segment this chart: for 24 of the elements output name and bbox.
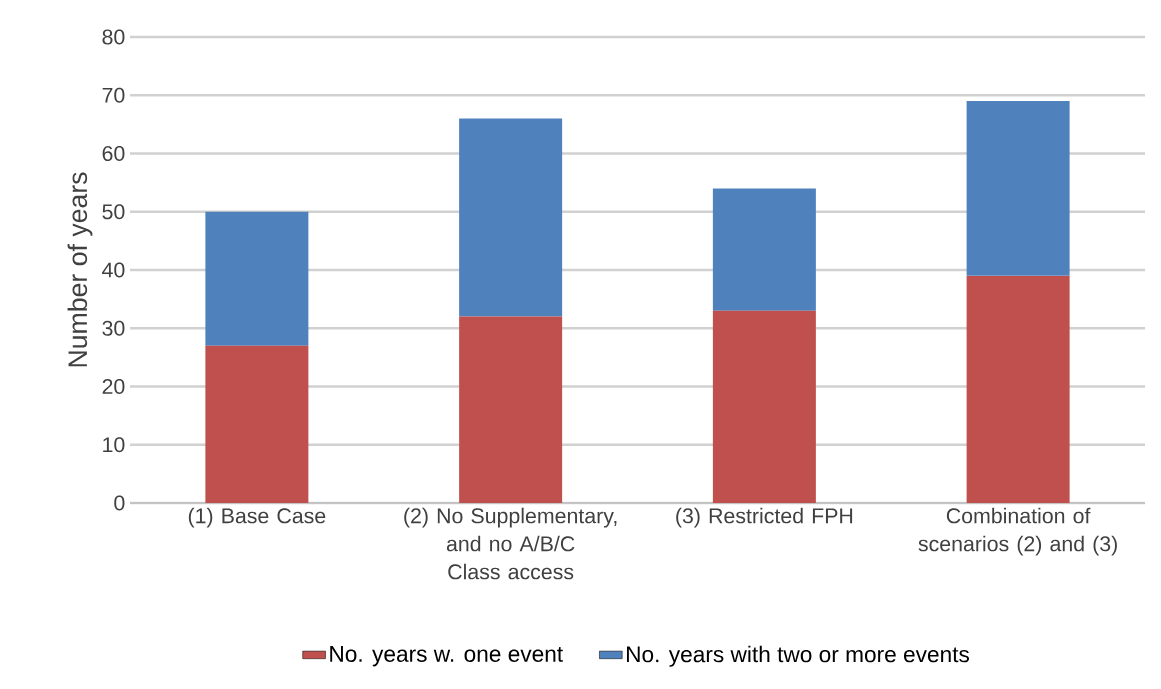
y-tick-label: 10 (103, 437, 125, 453)
x-tick-label: Combination of scenarios (2) and (3) (918, 507, 1117, 556)
y-tick-label: 60 (102, 145, 125, 162)
legend-label: No. years w. one event (330, 646, 563, 667)
bar (712, 188, 816, 311)
y-tick-label: 80 (102, 29, 125, 45)
y-tick-label: 70 (102, 87, 125, 103)
bar (712, 310, 816, 503)
x-tick-label: (2) No Supplementary, and no A/B/C Class access (404, 507, 617, 580)
y-tick-label: 30 (102, 320, 125, 336)
y-axis-title: Number of years (67, 172, 93, 367)
y-tick-label: 0 (114, 495, 125, 511)
y-tick-label: 50 (102, 204, 125, 220)
bar (459, 316, 563, 503)
y-tick-label: 40 (102, 262, 125, 278)
bar (459, 118, 563, 317)
bar (205, 211, 309, 346)
bar (966, 101, 1070, 276)
y-tick-label: 20 (102, 378, 125, 395)
bar (966, 275, 1070, 503)
x-tick-label: (1) Base Case (188, 507, 326, 528)
legend-label: No. years with two or more events (627, 645, 970, 667)
x-tick-label: (3) Restricted FPH (676, 507, 853, 528)
bar (205, 345, 309, 503)
